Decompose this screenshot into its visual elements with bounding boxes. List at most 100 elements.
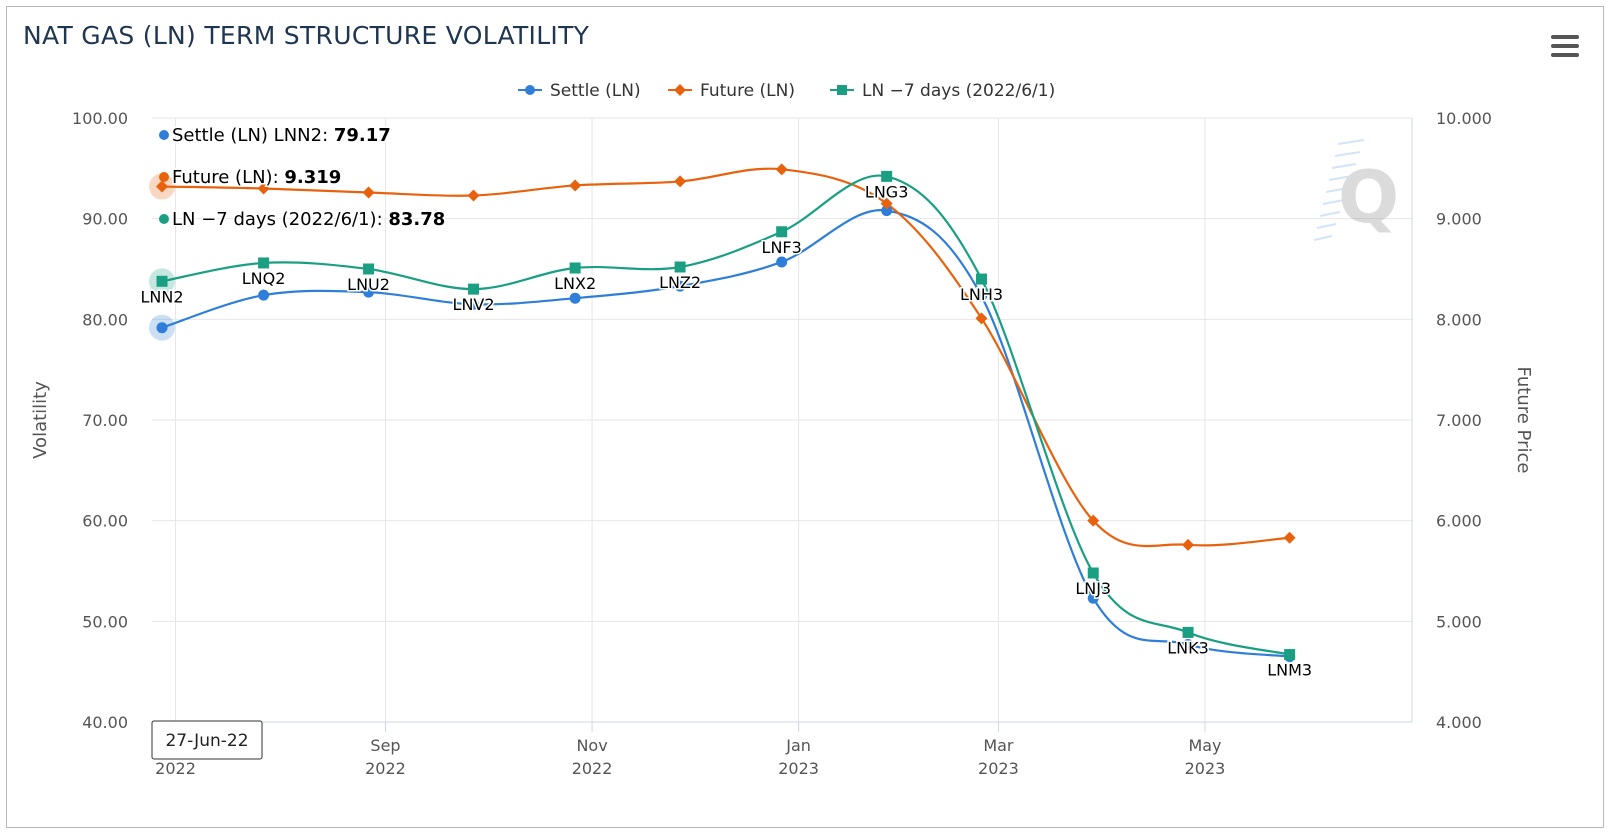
series-line: [161, 209, 1290, 658]
y-tick-label: 70.00: [82, 411, 128, 430]
watermark-stroke: [1313, 235, 1333, 241]
data-point: [775, 163, 788, 176]
data-label: LNZ2: [659, 273, 701, 292]
legend-item[interactable]: Settle (LN): [518, 81, 641, 101]
tooltip-bullet: [159, 214, 169, 224]
data-point: [156, 275, 168, 287]
data-label: LNX2: [554, 274, 596, 293]
tooltip-label: Settle (LN) LNN2:: [172, 125, 334, 146]
y2-tick-label: 6.000: [1436, 512, 1482, 531]
watermark-stroke: [1325, 187, 1349, 193]
data-point: [1182, 538, 1195, 551]
y-tick-label: 60.00: [82, 512, 128, 531]
tooltip-bullet: [159, 172, 169, 182]
data-point: [674, 280, 686, 292]
data-point: [569, 292, 581, 304]
y-tick-label: 100.00: [72, 109, 128, 128]
date-label-box: [151, 720, 263, 760]
tooltip-value: 83.78: [388, 209, 445, 230]
data-point: [468, 298, 480, 310]
legend-item[interactable]: LN −7 days (2022/6/1): [830, 81, 1055, 101]
y2-tick-label: 9.000: [1436, 210, 1482, 229]
y2-tick-label: 5.000: [1436, 612, 1482, 631]
chart-title: NAT GAS (LN) TERM STRUCTURE VOLATILITY: [23, 21, 590, 50]
data-point: [776, 226, 788, 238]
legend-label: Settle (LN): [550, 81, 641, 101]
legend-marker: [837, 85, 847, 95]
hamburger-menu-icon[interactable]: [1551, 35, 1579, 57]
data-point: [362, 186, 375, 199]
x-tick-label: Mar: [983, 736, 1014, 755]
data-point: [1284, 649, 1296, 661]
x-tick-label: 2023: [978, 759, 1019, 778]
data-point: [1087, 567, 1099, 579]
data-label: LNK3: [1167, 638, 1209, 657]
data-point: [468, 283, 480, 295]
x-tick-label: 2023: [1185, 759, 1226, 778]
data-point: [776, 256, 788, 268]
y2-tick-label: 10.000: [1436, 109, 1492, 128]
tooltip-row: LN −7 days (2022/6/1): 83.78: [172, 209, 445, 230]
data-point: [674, 175, 687, 188]
legend-label: LN −7 days (2022/6/1): [862, 81, 1055, 101]
data-point: [363, 286, 375, 298]
y2-tick-label: 4.000: [1436, 713, 1482, 732]
x-tick-label: Jan: [785, 736, 811, 755]
x-tick-label: 2023: [778, 759, 819, 778]
watermark-stroke: [1316, 223, 1337, 229]
data-point: [257, 182, 270, 195]
x-tick-label: 2022: [365, 759, 406, 778]
data-point: [569, 179, 582, 192]
tooltip-label: LN −7 days (2022/6/1):: [172, 209, 388, 230]
watermark-letter: Q: [1338, 155, 1399, 239]
data-label: LNM3: [1267, 661, 1312, 680]
y2-tick-label: 7.000: [1436, 411, 1482, 430]
y-tick-label: 90.00: [82, 210, 128, 229]
data-point: [1283, 531, 1296, 544]
watermark-stroke: [1337, 139, 1365, 145]
data-point: [975, 290, 987, 302]
y-tick-label: 40.00: [82, 713, 128, 732]
data-point: [156, 322, 168, 334]
data-point: [156, 180, 168, 193]
data-point: [881, 170, 893, 182]
x-tick-label: Nov: [576, 736, 607, 755]
watermark-stroke: [1334, 151, 1361, 157]
data-label: LNF3: [762, 238, 802, 257]
series-line: [161, 174, 1290, 656]
y2-axis-title: Future Price: [1513, 367, 1534, 474]
data-point: [363, 263, 375, 275]
x-tick-label: 2022: [155, 759, 196, 778]
data-point: [880, 197, 893, 210]
data-label: LNJ3: [1075, 579, 1111, 598]
data-point: [1182, 626, 1194, 638]
watermark-logo: Q: [1313, 139, 1399, 241]
data-point: [1087, 592, 1099, 604]
data-point: [1087, 514, 1100, 527]
data-label: LNH3: [960, 285, 1003, 304]
date-label: 27-Jun-22: [165, 731, 248, 751]
legend-item[interactable]: Future (LN): [668, 81, 795, 101]
data-point: [975, 273, 987, 285]
tooltip-bullet: [159, 130, 169, 140]
tooltip-value: 79.17: [334, 125, 391, 146]
y-tick-label: 80.00: [82, 310, 128, 329]
data-point: [674, 261, 686, 273]
legend-label: Future (LN): [700, 81, 795, 101]
watermark-stroke: [1328, 175, 1353, 181]
data-label: LNN2: [140, 287, 183, 306]
x-tick-label: May: [1188, 736, 1221, 755]
legend-marker: [674, 84, 686, 96]
data-point: [258, 257, 270, 269]
chart-container: NAT GAS (LN) TERM STRUCTURE VOLATILITY: [6, 6, 1604, 828]
legend-marker: [525, 85, 535, 95]
x-tick-label: Sep: [370, 736, 400, 755]
data-label: LNU2: [347, 275, 390, 294]
data-label: LNQ2: [242, 269, 286, 288]
data-point: [881, 205, 893, 217]
data-point: [467, 189, 480, 202]
tooltip-value: 9.319: [284, 167, 341, 188]
tooltip-row: Future (LN): 9.319: [172, 167, 341, 188]
tooltip-label: Future (LN):: [172, 167, 284, 188]
